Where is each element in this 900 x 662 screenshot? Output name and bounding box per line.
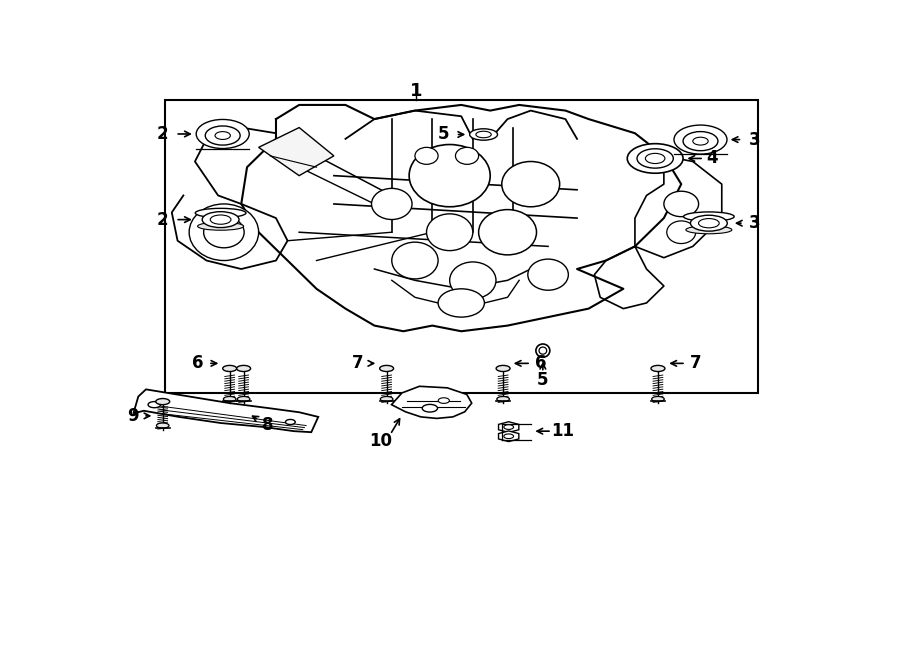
Ellipse shape — [664, 191, 698, 216]
Polygon shape — [258, 128, 334, 175]
Text: 10: 10 — [370, 432, 392, 450]
Ellipse shape — [223, 397, 236, 402]
Ellipse shape — [502, 162, 560, 207]
Text: 6: 6 — [535, 354, 546, 372]
Ellipse shape — [215, 132, 230, 140]
Polygon shape — [499, 422, 518, 432]
Ellipse shape — [196, 119, 249, 148]
Text: 7: 7 — [689, 354, 701, 372]
Ellipse shape — [202, 212, 239, 228]
Ellipse shape — [539, 347, 546, 354]
Ellipse shape — [652, 397, 664, 402]
Ellipse shape — [683, 212, 734, 221]
Ellipse shape — [497, 397, 509, 402]
Ellipse shape — [381, 397, 393, 402]
Ellipse shape — [205, 126, 240, 145]
Ellipse shape — [693, 137, 708, 145]
Text: 1: 1 — [410, 81, 422, 100]
Text: 7: 7 — [352, 354, 364, 372]
Polygon shape — [392, 387, 472, 418]
Ellipse shape — [690, 215, 727, 231]
Text: 3: 3 — [749, 130, 760, 148]
Ellipse shape — [195, 209, 246, 218]
Ellipse shape — [438, 289, 484, 317]
Ellipse shape — [427, 214, 472, 251]
Ellipse shape — [504, 425, 514, 430]
Text: 2: 2 — [157, 211, 168, 228]
Ellipse shape — [238, 397, 250, 402]
Ellipse shape — [674, 125, 727, 154]
Ellipse shape — [686, 226, 732, 234]
Ellipse shape — [203, 216, 244, 248]
Text: 9: 9 — [128, 407, 140, 425]
Ellipse shape — [627, 144, 683, 173]
Ellipse shape — [637, 149, 673, 168]
Ellipse shape — [667, 221, 696, 244]
Ellipse shape — [698, 218, 719, 228]
Ellipse shape — [380, 365, 393, 371]
Ellipse shape — [438, 398, 449, 403]
Ellipse shape — [285, 420, 295, 424]
Bar — [165, 100, 758, 393]
Text: 11: 11 — [551, 422, 574, 440]
Ellipse shape — [450, 262, 496, 299]
Ellipse shape — [410, 144, 490, 207]
Ellipse shape — [148, 402, 160, 408]
Ellipse shape — [415, 148, 438, 164]
Ellipse shape — [211, 215, 231, 224]
Ellipse shape — [645, 154, 665, 164]
Ellipse shape — [470, 129, 498, 140]
Ellipse shape — [156, 399, 170, 404]
Ellipse shape — [157, 423, 169, 428]
Text: 2: 2 — [157, 125, 168, 143]
Text: 5: 5 — [537, 371, 549, 389]
Ellipse shape — [222, 365, 237, 371]
Ellipse shape — [536, 344, 550, 357]
Ellipse shape — [237, 365, 250, 371]
Ellipse shape — [392, 242, 438, 279]
Ellipse shape — [198, 222, 244, 230]
Ellipse shape — [422, 404, 437, 412]
Polygon shape — [133, 389, 319, 432]
Ellipse shape — [479, 210, 536, 255]
Ellipse shape — [372, 189, 412, 220]
Text: 5: 5 — [437, 126, 449, 144]
Text: 8: 8 — [262, 416, 273, 434]
Ellipse shape — [455, 148, 479, 164]
Text: 4: 4 — [706, 150, 718, 167]
Ellipse shape — [683, 132, 718, 151]
Ellipse shape — [527, 259, 569, 290]
Ellipse shape — [189, 204, 258, 261]
Ellipse shape — [496, 365, 510, 371]
Ellipse shape — [476, 131, 491, 138]
Text: 3: 3 — [749, 214, 760, 232]
Ellipse shape — [651, 365, 665, 371]
Text: 6: 6 — [192, 354, 203, 372]
Ellipse shape — [504, 434, 514, 439]
Polygon shape — [499, 431, 518, 442]
